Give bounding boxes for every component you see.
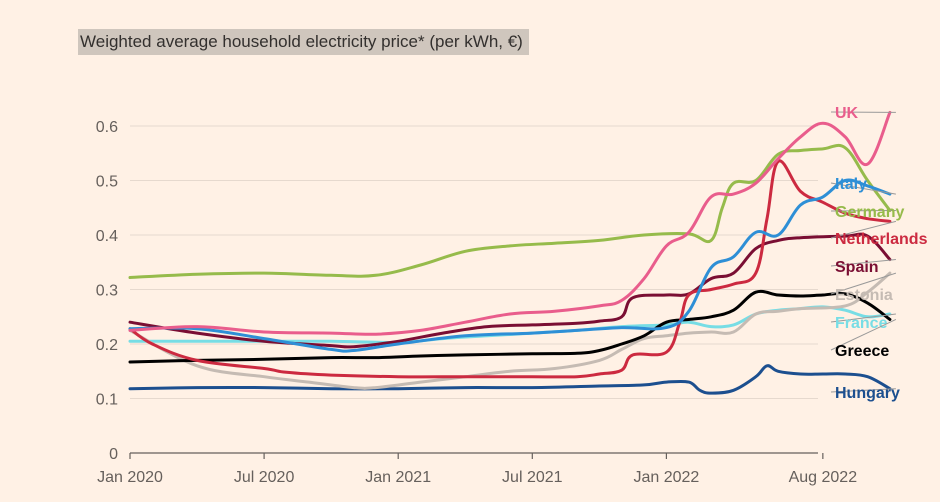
series-line-spain (128, 232, 892, 349)
series-label-netherlands: Netherlands (835, 231, 928, 248)
y-tick-label: 0.5 (96, 174, 118, 191)
x-axis-ticks: Jan 2020 Jul 2020 Jan 2021 Jul 2021 Jan 2022… (97, 453, 857, 486)
leader-line-france (830, 313, 896, 323)
x-tick-label: Jan 2020 (97, 469, 163, 486)
series-lines (128, 110, 892, 395)
series-line-uk (128, 110, 892, 336)
series-line-hungary (128, 364, 892, 395)
y-tick-label: 0.1 (96, 392, 118, 409)
series-line-italy (128, 178, 892, 353)
series-line-netherlands (128, 159, 892, 379)
series-line-germany (128, 143, 892, 279)
series-line-greece (128, 289, 892, 364)
leader-line-germany (830, 209, 896, 212)
series-label-greece: Greece (835, 343, 889, 360)
series-label-italy: Italy (835, 176, 867, 193)
series-labels: UK Italy Germany Netherlands Spain Estonia Fra… (830, 105, 928, 402)
series-label-uk: UK (835, 105, 859, 122)
leader-line-netherlands (830, 220, 897, 239)
x-tick-label: Jul 2020 (234, 469, 295, 486)
leader-line-estonia (830, 272, 897, 295)
y-tick-label: 0.6 (96, 119, 118, 136)
leader-line-hungary (830, 388, 896, 393)
series-label-france: France (835, 315, 888, 332)
series-label-spain: Spain (835, 259, 879, 276)
y-tick-label: 0.4 (96, 228, 118, 245)
x-tick-label: Jan 2022 (633, 469, 699, 486)
series-label-germany: Germany (835, 204, 904, 221)
y-tick-label: 0.3 (96, 283, 118, 300)
x-tick-label: Jul 2021 (502, 469, 563, 486)
series-label-estonia: Estonia (835, 287, 893, 304)
leader-line-spain (830, 259, 896, 267)
series-label-hungary: Hungary (835, 385, 900, 402)
chart-title: Weighted average household electricity p… (78, 29, 529, 55)
chart-title-text: Weighted average household electricity p… (80, 32, 523, 51)
y-tick-label: 0.2 (96, 337, 118, 354)
leader-line-greece (830, 319, 897, 351)
leader-line-italy (830, 182, 896, 195)
y-tick-label: 0 (109, 446, 118, 463)
x-tick-label: Aug 2022 (789, 469, 858, 486)
y-axis-ticks: 0 0.1 0.2 0.3 0.4 0.5 0.6 (96, 119, 118, 463)
series-line-estonia (128, 271, 892, 390)
x-tick-label: Jan 2021 (365, 469, 431, 486)
